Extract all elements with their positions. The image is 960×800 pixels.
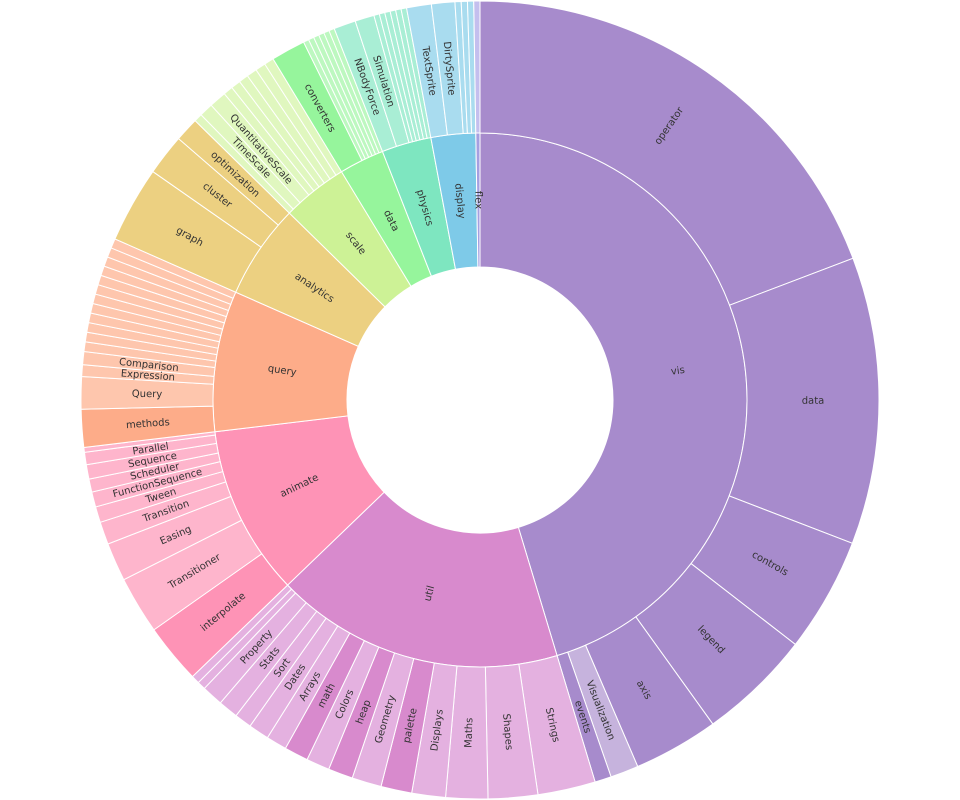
- outer-segment: [479, 0, 854, 306]
- outer-segment: [473, 0, 481, 134]
- segment-label: query: [267, 363, 297, 378]
- segment-label: Maths: [463, 718, 475, 749]
- segment-label: data: [802, 396, 825, 407]
- segment-label: methods: [126, 417, 170, 431]
- segment-label: DirtySprite: [441, 41, 457, 96]
- segment-label: Shapes: [500, 713, 514, 750]
- segment-label: flex: [472, 191, 483, 209]
- segment-label: display: [452, 183, 467, 220]
- segment-label: Expression: [120, 368, 175, 383]
- segment-label: vis: [670, 365, 685, 378]
- segment-label: Query: [132, 389, 163, 401]
- segment-label: util: [423, 585, 438, 603]
- segment-label: Parallel: [132, 441, 170, 457]
- segment-label: Displays: [429, 709, 445, 752]
